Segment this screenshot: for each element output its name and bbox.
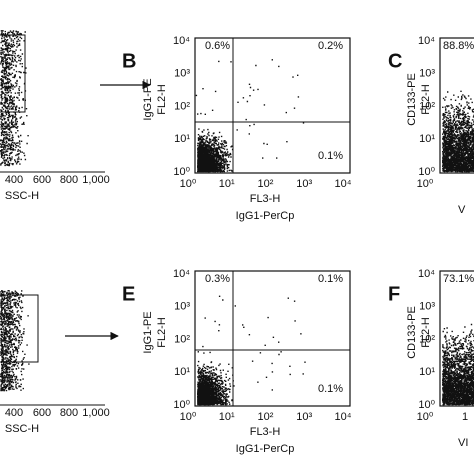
x-tick-label: 10⁴ (335, 411, 352, 423)
y-tick-label: 10¹ (174, 133, 190, 145)
x-tick-label: 10⁰ (417, 411, 434, 423)
plot-frame (194, 270, 351, 407)
quadrant-percent: 73.1% (443, 273, 474, 285)
x-axis-label: FL3-H (250, 426, 281, 438)
y-tick-label: 10² (174, 100, 190, 112)
quadrant-percent: 88.8% (443, 40, 474, 52)
x-tick-label: 10⁴ (335, 178, 352, 190)
x-tick-label: 1 (462, 411, 468, 423)
y-tick-label: 10¹ (174, 366, 190, 378)
y-tick-label: 10³ (174, 301, 190, 313)
x-axis-sublabel: IgG1-PerCp (236, 210, 295, 222)
quadrant-percent: 0.2% (318, 40, 343, 52)
x-axis-sublabel: IgG1-PerCp (236, 443, 295, 455)
x-tick-label: 400 (5, 174, 23, 186)
y-axis-sublabel: FL2-H (420, 317, 432, 348)
x-tick-label: 600 (33, 407, 51, 419)
panel-letter: E (122, 283, 135, 305)
y-tick-label: 10⁴ (173, 268, 190, 280)
x-axis-label: SSC-H (5, 423, 39, 435)
event-dots (0, 30, 29, 167)
plot-frame (439, 37, 474, 174)
quadrant-percent: 0.1% (318, 383, 343, 395)
quadrant-percent: 0.1% (318, 150, 343, 162)
x-tick-label: 800 (60, 174, 78, 186)
y-axis-sublabel: FL2-H (156, 317, 168, 348)
x-tick-label: 10² (258, 411, 274, 423)
event-dots (442, 323, 474, 406)
quadrant-percent: 0.3% (205, 273, 230, 285)
panel-letter: F (388, 283, 400, 305)
panel: 400 600 800 1,000 SSC-H (0, 290, 110, 435)
x-axis-label: VI (458, 437, 468, 449)
y-tick-label: 10³ (419, 301, 435, 313)
y-tick-label: 10⁴ (173, 35, 190, 47)
x-tick-label: 10¹ (219, 178, 235, 190)
x-tick-label: 800 (60, 407, 78, 419)
x-tick-label: 10⁰ (180, 411, 197, 423)
y-tick-label: 10⁰ (418, 166, 435, 178)
y-tick-label: 10¹ (419, 366, 435, 378)
y-axis-label: IgG1-PE (142, 78, 154, 120)
panel-letter: C (388, 50, 402, 72)
x-tick-label: 1,000 (82, 407, 110, 419)
y-tick-label: 10¹ (419, 133, 435, 145)
panel-letter: B (122, 50, 136, 72)
x-tick-label: 400 (5, 407, 23, 419)
x-axis-label: FL3-H (250, 193, 281, 205)
plot-frame (439, 270, 474, 407)
plot-frame (194, 37, 351, 174)
y-tick-label: 10³ (174, 68, 190, 80)
panel: 400 600 800 1,000 SSC-H (0, 30, 110, 202)
x-tick-label: 600 (33, 174, 51, 186)
event-dots (197, 360, 235, 406)
gate (0, 294, 39, 363)
y-axis-label: IgG1-PE (142, 311, 154, 353)
x-axis-label: V (458, 204, 466, 216)
x-tick-label: 10³ (296, 411, 312, 423)
event-dots (197, 128, 234, 173)
y-tick-label: 10² (419, 333, 435, 345)
gate (0, 34, 26, 113)
x-tick-label: 10³ (296, 178, 312, 190)
y-axis-label: CD133-PE (406, 73, 418, 126)
x-tick-label: 1,000 (82, 174, 110, 186)
y-tick-label: 10² (419, 100, 435, 112)
x-tick-label: 10⁰ (180, 178, 197, 190)
x-tick-label: 10⁰ (417, 178, 434, 190)
event-dots (0, 290, 30, 392)
y-tick-label: 10² (174, 333, 190, 345)
x-axis-label: SSC-H (5, 190, 39, 202)
y-tick-label: 10⁴ (418, 268, 435, 280)
event-dots (197, 295, 306, 392)
y-axis-sublabel: FL2-H (420, 84, 432, 115)
y-tick-label: 10⁰ (173, 166, 190, 178)
y-tick-label: 10⁴ (418, 35, 435, 47)
y-axis-label: CD133-PE (406, 306, 418, 359)
y-axis-sublabel: FL2-H (156, 84, 168, 115)
y-tick-label: 10³ (419, 68, 435, 80)
y-tick-label: 10⁰ (418, 399, 435, 411)
x-tick-label: 10¹ (219, 411, 235, 423)
y-tick-label: 10⁰ (173, 399, 190, 411)
quadrant-percent: 0.6% (205, 40, 230, 52)
x-tick-label: 10² (258, 178, 274, 190)
event-dots (442, 90, 474, 173)
quadrant-percent: 0.1% (318, 273, 343, 285)
